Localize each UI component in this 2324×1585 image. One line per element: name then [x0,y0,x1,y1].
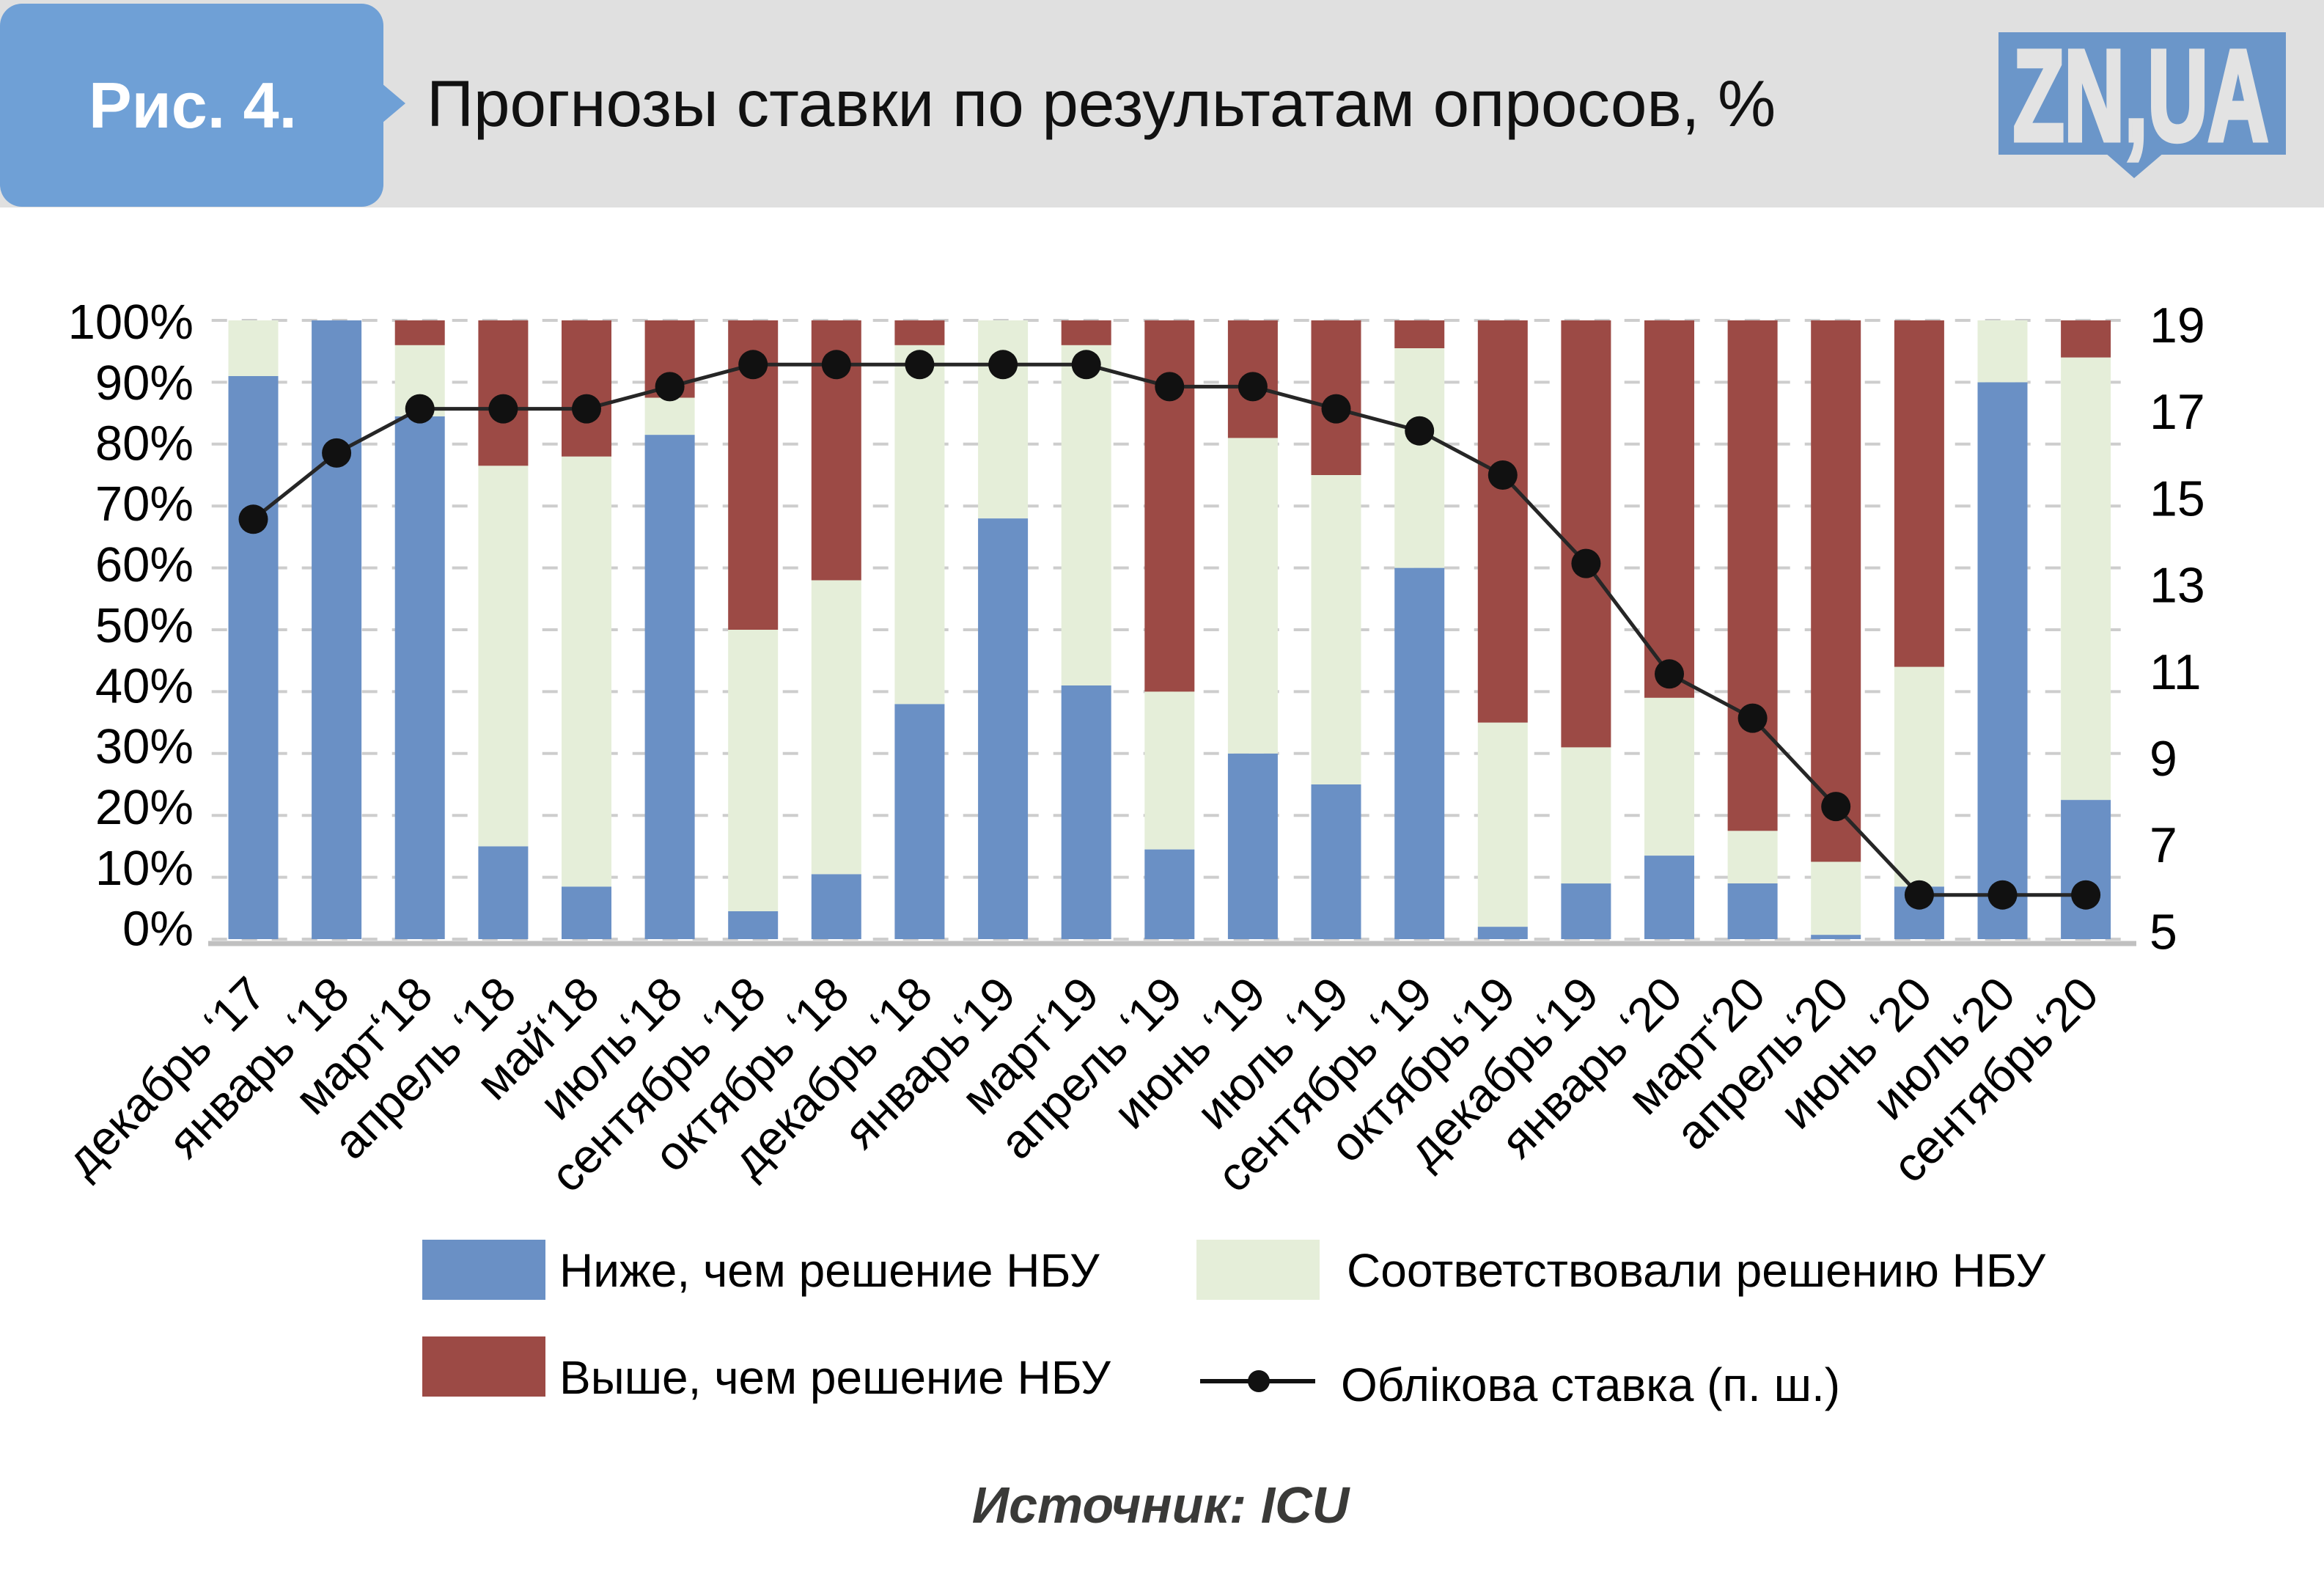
svg-text:40%: 40% [95,659,194,714]
svg-text:0%: 0% [122,902,194,957]
svg-text:9: 9 [2150,731,2177,787]
svg-text:Ниже, чем решение НБУ: Ниже, чем решение НБУ [559,1244,1100,1297]
svg-text:Прогнозы ставки по результатам: Прогнозы ставки по результатам опросов, … [427,67,1776,140]
svg-text:19: 19 [2150,298,2205,353]
svg-text:70%: 70% [95,477,194,532]
svg-text:11: 11 [2150,644,2202,700]
svg-text:13: 13 [2150,558,2205,614]
svg-text:17: 17 [2150,384,2205,440]
svg-text:5: 5 [2150,904,2177,960]
svg-text:80%: 80% [95,416,194,471]
svg-text:ZN,UA: ZN,UA [2013,24,2268,168]
svg-text:Выше, чем решение НБУ: Выше, чем решение НБУ [559,1351,1111,1404]
svg-text:7: 7 [2150,817,2177,873]
svg-text:15: 15 [2150,471,2205,526]
svg-text:30%: 30% [95,719,194,774]
svg-text:Облікова ставка (п. ш.): Облікова ставка (п. ш.) [1341,1358,1840,1411]
svg-text:100%: 100% [68,295,194,350]
svg-text:50%: 50% [95,598,194,653]
svg-text:20%: 20% [95,780,194,835]
svg-text:60%: 60% [95,537,194,592]
svg-text:Источник: ICU: Источник: ICU [972,1476,1350,1534]
svg-text:Рис. 4.: Рис. 4. [89,69,297,141]
svg-text:90%: 90% [95,356,194,411]
svg-text:Соответствовали решению НБУ: Соответствовали решению НБУ [1347,1244,2045,1297]
svg-text:10%: 10% [95,841,194,896]
